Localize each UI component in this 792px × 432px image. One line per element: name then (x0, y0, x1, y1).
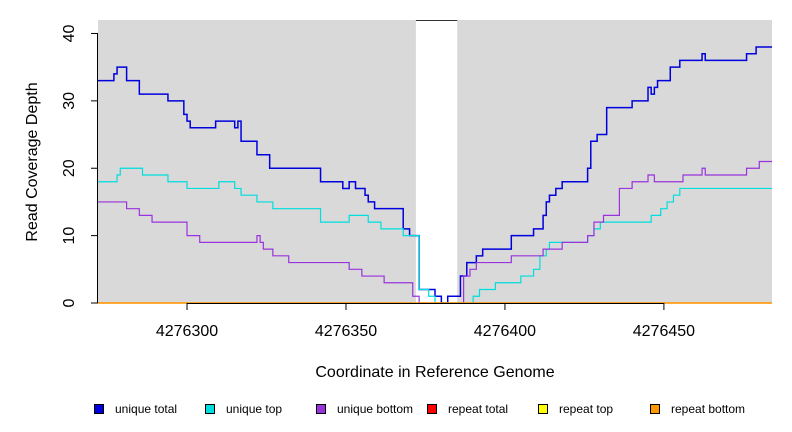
series-line-unique-bottom (98, 160, 772, 304)
legend-swatch (94, 404, 104, 414)
x-axis-label: Coordinate in Reference Genome (315, 364, 554, 381)
legend-swatch (538, 404, 548, 414)
legend-label: repeat top (559, 402, 614, 416)
legend-label: unique total (115, 402, 178, 416)
y-axis: 0 10 20 30 40 (61, 24, 98, 307)
legend-item: repeat top (538, 399, 613, 419)
y-tick-label: 30 (61, 92, 78, 110)
y-tick-label: 0 (61, 298, 78, 307)
x-tick-label: 4276400 (474, 323, 536, 340)
plot-panel-right (457, 20, 772, 303)
legend: unique total unique top unique bottom repea… (0, 399, 792, 419)
plot-panel-left (98, 20, 416, 303)
legend-item: repeat bottom (650, 399, 745, 419)
legend-label: repeat total (448, 402, 509, 416)
legend-swatch (316, 404, 326, 414)
legend-item: repeat total (427, 399, 508, 419)
x-tick-label: 4276450 (633, 323, 695, 340)
legend-label: repeat bottom (671, 402, 746, 416)
legend-swatch (427, 404, 437, 414)
legend-item: unique top (205, 399, 282, 419)
x-tick-label: 4276300 (156, 323, 218, 340)
series-line-unique-top (98, 167, 772, 304)
y-tick-label: 10 (61, 227, 78, 245)
legend-swatch (650, 404, 660, 414)
plot-background (98, 20, 772, 303)
legend-item: unique bottom (316, 399, 413, 419)
x-axis: 4276300 4276350 4276400 4276450 (156, 303, 695, 340)
x-tick-label: 4276350 (315, 323, 377, 340)
y-tick-label: 20 (61, 159, 78, 177)
legend-label: unique top (226, 402, 283, 416)
y-axis-label: Read Coverage Depth (24, 82, 41, 241)
legend-label: unique bottom (337, 402, 414, 416)
y-tick-label: 40 (61, 24, 78, 42)
legend-swatch (205, 404, 215, 414)
legend-item: unique total (94, 399, 177, 419)
